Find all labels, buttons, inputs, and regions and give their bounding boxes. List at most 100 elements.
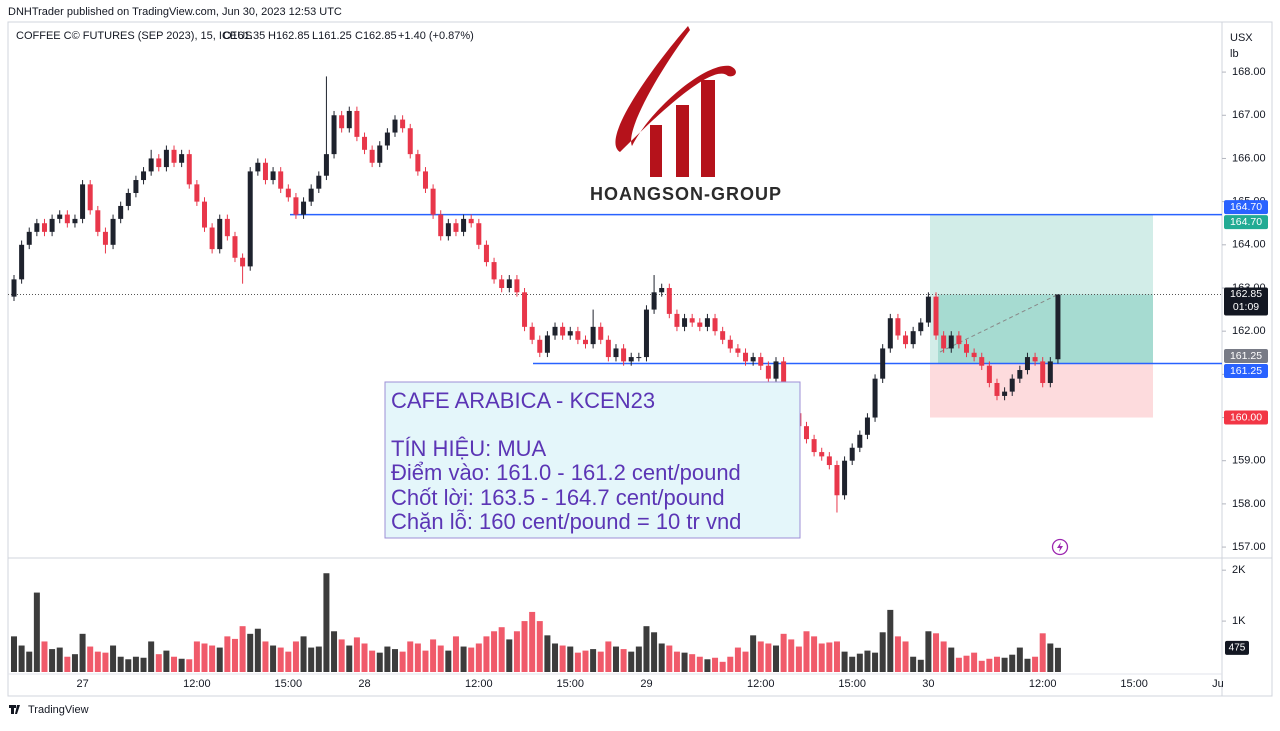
volume-bar	[597, 651, 604, 672]
candle-body	[651, 292, 657, 310]
candle-body	[522, 292, 528, 327]
volume-bar	[125, 659, 132, 672]
candle-body	[171, 149, 177, 163]
candle-body	[339, 115, 345, 129]
volume-bar	[285, 651, 292, 672]
volume-bar	[338, 639, 345, 672]
volume-bar	[277, 647, 284, 672]
volume-bar	[963, 655, 970, 672]
annotation-title: CAFE ARABICA - KCEN23	[391, 388, 655, 413]
plot: 157.00158.00159.00160.00161.00162.00163.…	[8, 66, 1268, 690]
candle-body	[834, 465, 840, 496]
x-tick-label: 12:00	[465, 678, 493, 690]
volume-bar	[521, 621, 528, 672]
candle-body	[11, 279, 17, 297]
price-label: 164.70	[1230, 216, 1262, 228]
candle-body	[933, 296, 939, 336]
logo: HOANGSON-GROUP	[590, 26, 781, 204]
candle-body	[19, 244, 25, 280]
volume-bar	[346, 645, 353, 672]
y-tick-label: 159.00	[1232, 455, 1266, 467]
candle-body	[1032, 357, 1038, 362]
candle-body	[781, 361, 787, 392]
volume-bar	[567, 646, 574, 672]
candle-body	[57, 214, 63, 219]
candle-body	[773, 361, 779, 379]
annotation-line: TÍN HIỆU: MUA	[391, 436, 547, 461]
price-label: 161.25	[1230, 350, 1262, 362]
volume-bar	[925, 631, 932, 672]
candle-body	[803, 426, 809, 440]
volume-bar	[117, 656, 124, 672]
candle-body	[125, 192, 131, 206]
candle-body	[1002, 391, 1008, 396]
y-tick-label: 158.00	[1232, 498, 1266, 510]
volume-label: 475	[1229, 642, 1246, 653]
candle-body	[270, 171, 276, 181]
candle-body	[95, 210, 101, 232]
candle-body	[689, 318, 695, 323]
volume-bar	[201, 643, 208, 672]
x-tick-label: 30	[922, 678, 934, 690]
x-tick-label: Ju	[1212, 678, 1224, 690]
x-tick-label: 15:00	[1120, 678, 1148, 690]
currency: USX	[1230, 32, 1253, 44]
candle-body	[255, 162, 261, 172]
candle-body	[1040, 361, 1046, 383]
volume-bar	[376, 652, 383, 672]
candle-body	[346, 110, 352, 129]
volume-bar	[33, 592, 40, 672]
volume-bar	[719, 661, 726, 672]
volume-bar	[658, 643, 665, 672]
candle-body	[247, 171, 253, 267]
candle-body	[948, 335, 954, 349]
candle-body	[141, 171, 147, 181]
candle-body	[232, 236, 238, 258]
volume-bar	[734, 647, 741, 672]
volume-bar	[193, 641, 200, 672]
price-label-box	[1224, 287, 1268, 316]
volume-bar	[1024, 658, 1031, 672]
candle-body	[483, 244, 489, 263]
volume-bar	[132, 656, 139, 672]
candle-body	[72, 218, 78, 224]
volume-bar	[788, 639, 795, 672]
volume-bar	[506, 639, 513, 672]
volume-bar	[1016, 647, 1023, 672]
candle-body	[148, 158, 154, 172]
volume-bar	[902, 641, 909, 672]
volume-bar	[216, 647, 223, 672]
volume-bar	[879, 632, 886, 672]
y-tick-label: 162.00	[1232, 325, 1266, 337]
volume-bar	[41, 641, 48, 672]
volume-bar	[148, 641, 155, 672]
candle-body	[887, 318, 893, 349]
volume-bar	[308, 647, 315, 672]
logo-bar	[650, 125, 662, 177]
price-label-box	[1224, 410, 1268, 425]
candle-body	[659, 287, 665, 293]
candle-body	[613, 348, 619, 358]
y-tick-label: 157.00	[1232, 541, 1266, 553]
volume-bar	[628, 651, 635, 672]
x-tick-label: 29	[640, 678, 652, 690]
candle-body	[293, 197, 299, 215]
candle-body	[186, 154, 192, 185]
candle-body	[560, 326, 566, 336]
candle-body	[666, 287, 672, 314]
volume-bar	[300, 636, 307, 672]
price-label-box	[1224, 364, 1268, 379]
volume-bar	[681, 652, 688, 672]
candle-body	[811, 439, 817, 453]
candle-body	[826, 456, 832, 466]
ohlc-low: L161.25	[312, 30, 352, 42]
candle-body	[514, 279, 520, 293]
footer-logo	[9, 705, 20, 714]
candle-body	[1017, 370, 1023, 379]
candle-body	[590, 326, 596, 345]
volume-bar	[94, 651, 101, 672]
volume-bar	[64, 656, 71, 672]
candle-body	[476, 223, 482, 245]
volume-bar	[574, 652, 581, 672]
candle-body	[712, 318, 718, 332]
